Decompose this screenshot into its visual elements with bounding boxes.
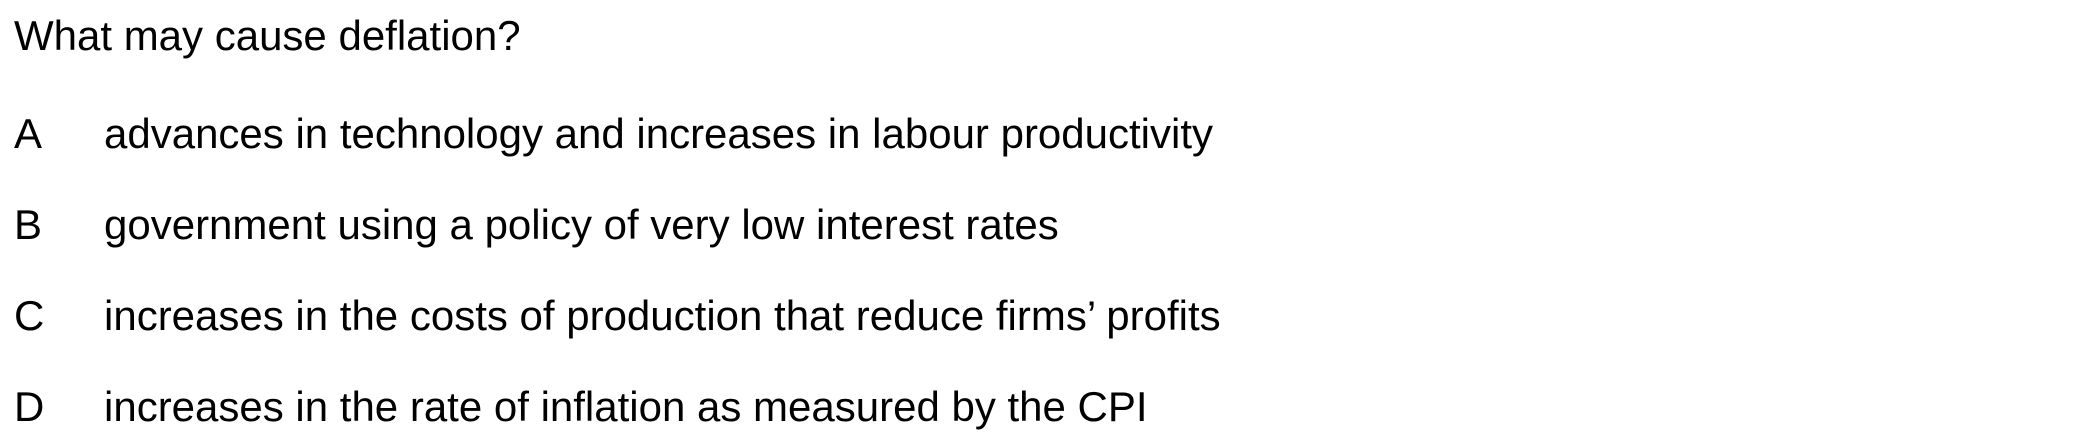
option-letter: B: [14, 201, 43, 248]
option-letter: D: [14, 383, 45, 430]
option-text: government using a policy of very low in…: [104, 201, 1059, 248]
option-text: increases in the rate of inflation as me…: [104, 383, 1148, 430]
option-text: increases in the costs of production tha…: [104, 292, 1221, 339]
option-text: advances in technology and increases in …: [104, 110, 1214, 157]
question-text: What may cause deflation?: [14, 12, 521, 59]
option-letter: A: [14, 110, 43, 157]
option-letter: C: [14, 292, 45, 339]
